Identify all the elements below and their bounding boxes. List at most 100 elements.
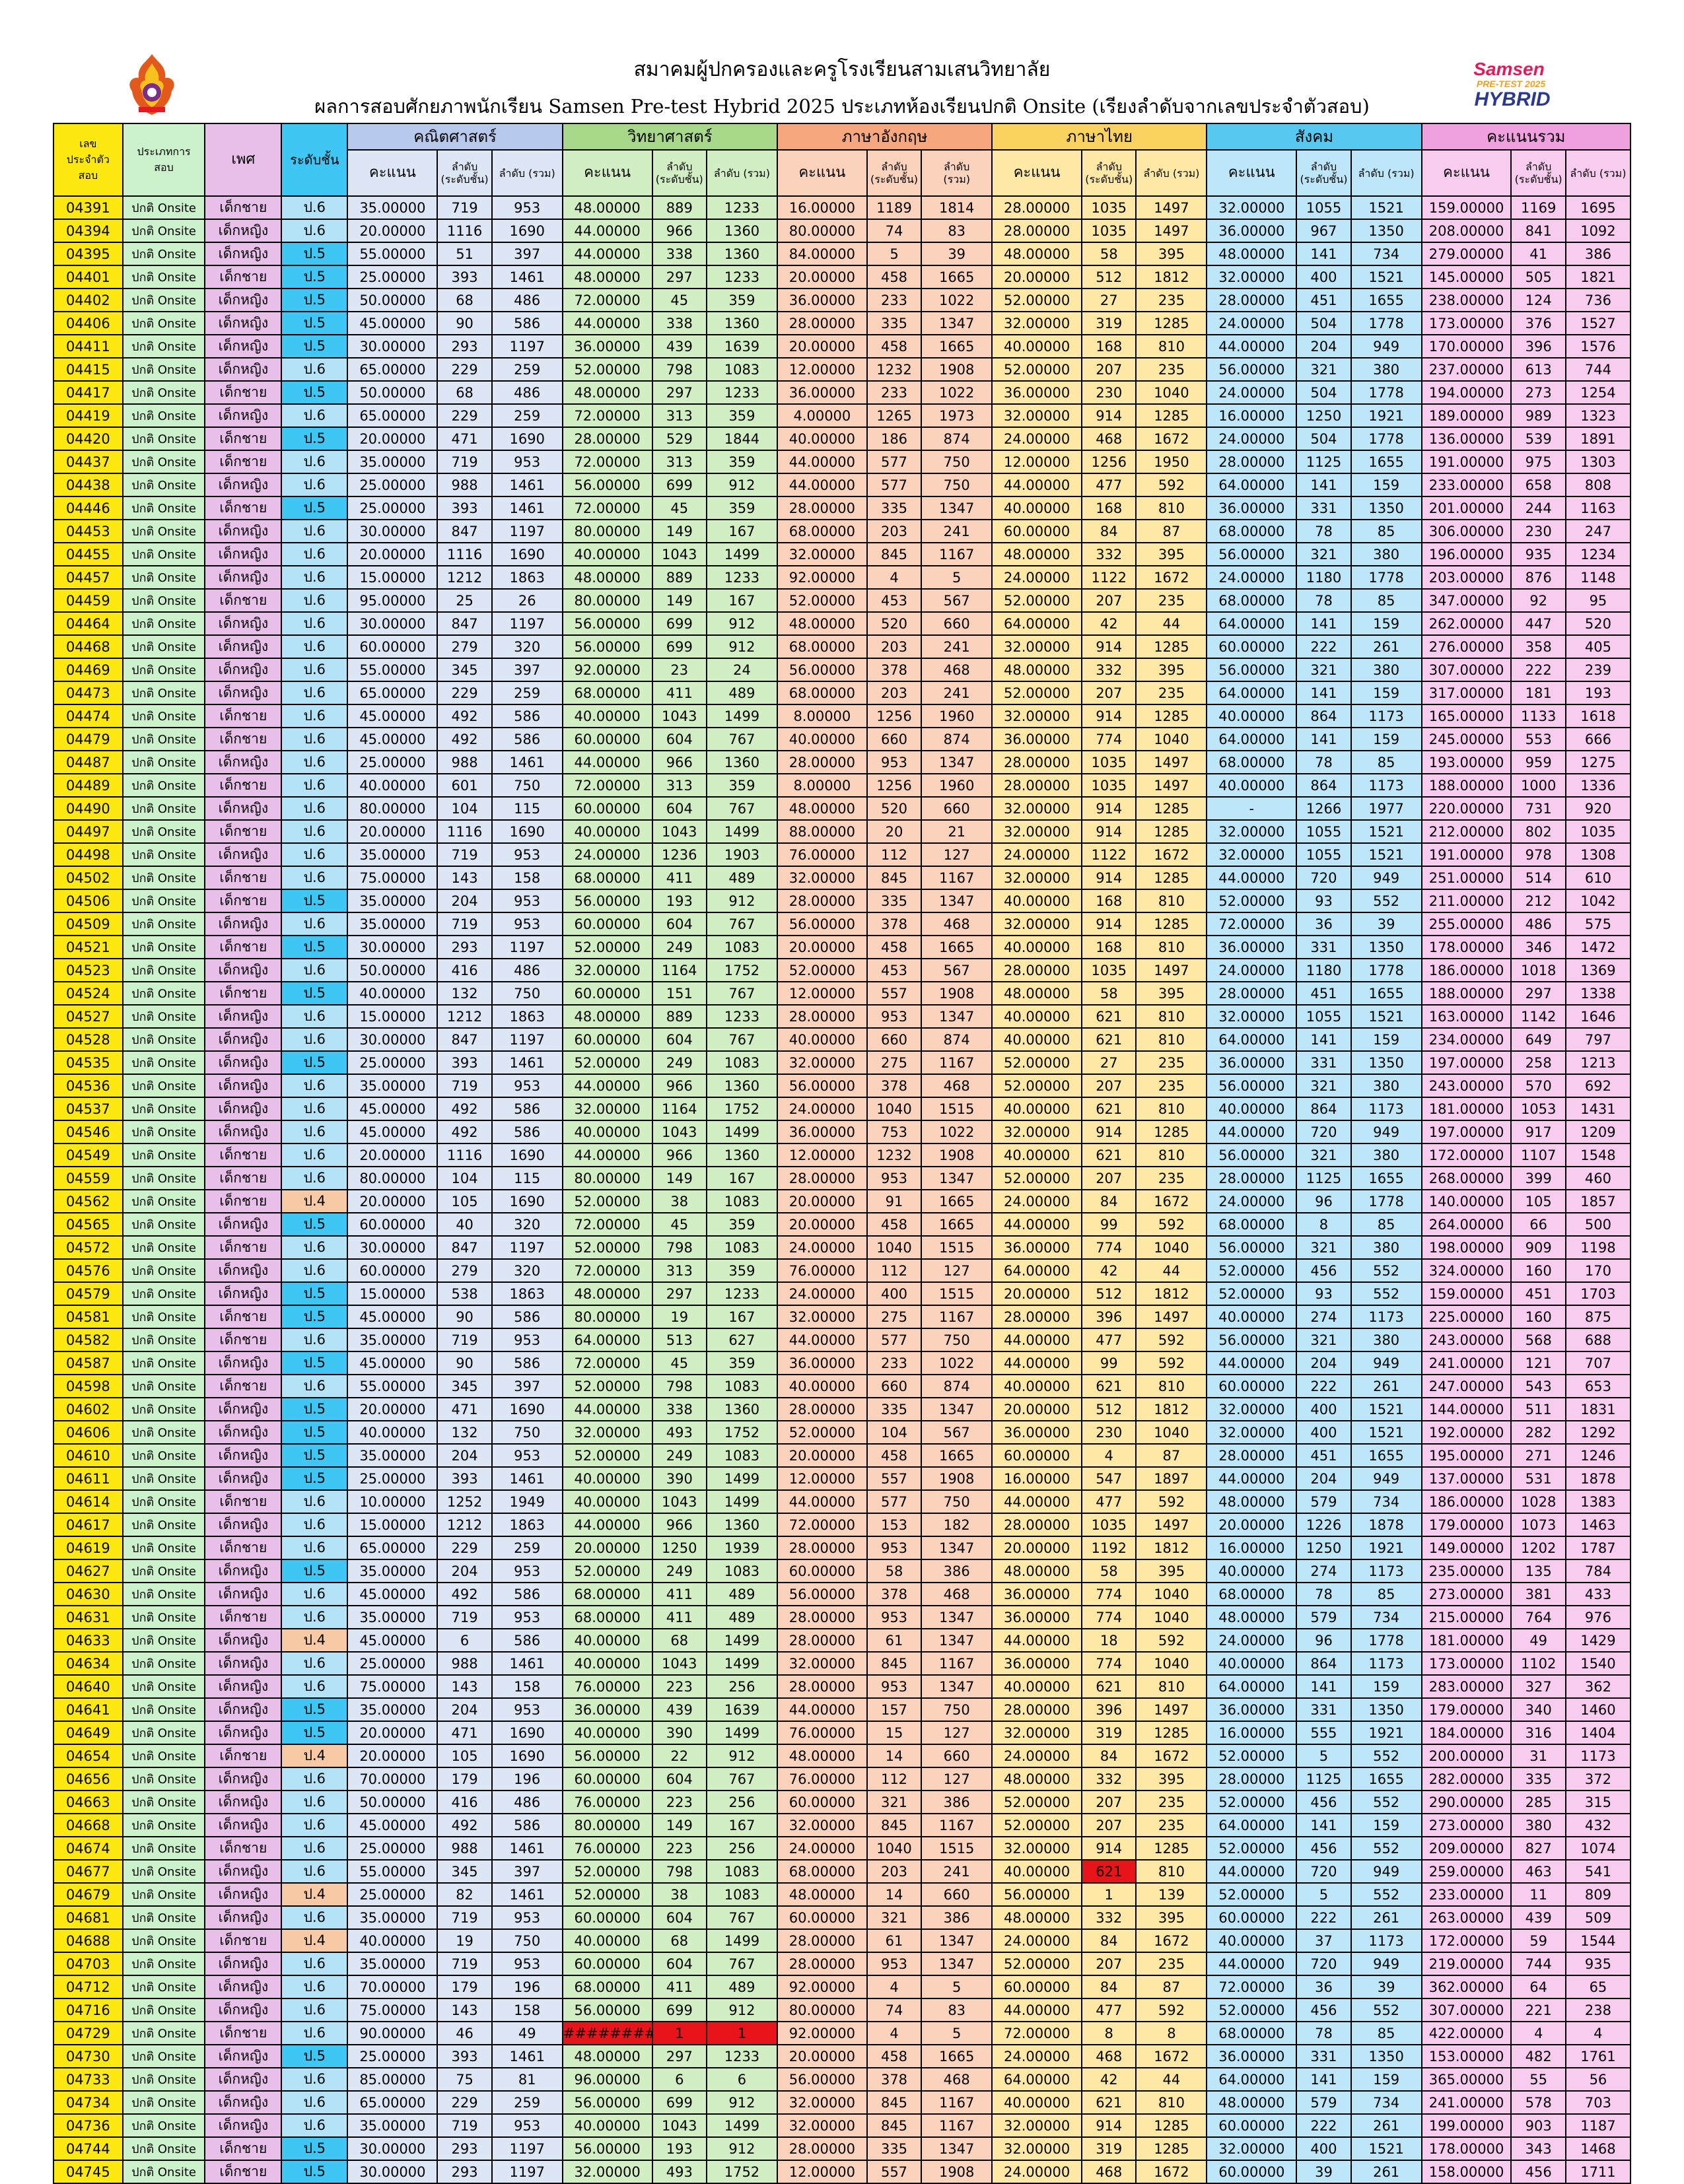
social-rank-level-cell: 37 [1296,1928,1352,1953]
exam-type-cell: ปกติ Onsite [122,1767,206,1791]
thai-rank-level-cell: 1035 [1081,750,1137,774]
total-rank-level-cell: 649 [1510,1027,1566,1052]
math-score-cell: 35.00000 [347,1559,439,1583]
english-rank-all-cell: 1347 [921,1004,993,1029]
math-score-cell: 30.00000 [347,2160,439,2184]
english-rank-level-cell: 953 [866,1952,923,1976]
thai-score-cell: 64.00000 [991,1258,1083,1283]
total-score-cell: 290.00000 [1421,1790,1512,1814]
table-row: 04668 ปกติ Onsite เด็กหญิง ป.6 45.00000 492 58… [53,1813,1632,1837]
social-score-header: คะแนน [1206,149,1298,197]
social-rank-level-cell: 141 [1296,681,1352,705]
total-rank-all-cell: 362 [1564,1674,1632,1699]
social-score-cell: 52.00000 [1206,1836,1298,1860]
total-rank-all-cell: 797 [1564,1027,1632,1052]
total-score-cell: 181.00000 [1421,1628,1512,1653]
science-rank-all-cell: 1083 [705,1050,778,1075]
math-rank-all-cell: 953 [491,450,563,474]
thai-rank-level-cell: 207 [1081,588,1137,613]
table-row: 04464 ปกติ Onsite เด็กหญิง ป.6 30.00000 847 11… [53,611,1632,636]
thai-score-cell: 52.00000 [991,1050,1083,1075]
english-score-cell: 4.00000 [776,403,868,428]
social-rank-all-cell: 1173 [1350,1651,1422,1676]
level-cell: ป.6 [281,450,349,474]
exam-id-cell: 04489 [53,773,123,798]
english-rank-all-cell: 241 [921,519,993,543]
social-rank-all-cell: 159 [1350,1027,1422,1052]
thai-score-cell: 20.00000 [991,1281,1083,1306]
total-score-cell: 306.00000 [1421,519,1512,543]
total-rank-all-cell: 315 [1564,1790,1632,1814]
total-score-cell: 172.00000 [1421,1143,1512,1167]
math-score-cell: 25.00000 [347,1836,439,1860]
thai-rank-all-cell: 1285 [1135,796,1208,821]
thai-rank-all-cell: 592 [1135,1212,1208,1237]
math-rank-level-cell: 1212 [437,565,493,590]
table-row: 04487 ปกติ Onsite เด็กหญิง ป.6 25.00000 988 14… [53,750,1632,774]
social-rank-level-cell: 504 [1296,380,1352,405]
total-rank-level-cell: 553 [1510,727,1566,751]
english-rank-all-cell: 386 [921,1559,993,1583]
social-rank-all-cell: 1521 [1350,2136,1422,2161]
thai-score-cell: 40.00000 [991,1097,1083,1121]
total-rank-all-cell: 707 [1564,1351,1632,1375]
gender-cell: เด็กหญิง [204,1004,283,1029]
exam-id-cell: 04479 [53,727,123,751]
exam-id-cell: 04631 [53,1605,123,1629]
exam-type-cell: ปกติ Onsite [122,450,206,474]
english-rank-level-cell: 378 [866,1582,923,1606]
thai-rank-all-cell: 1497 [1135,958,1208,982]
total-rank-all-cell: 1163 [1564,496,1632,520]
science-rank-all-cell: 1233 [705,265,778,289]
gender-cell: เด็กหญิง [204,912,283,936]
english-rank-level-cell: 577 [866,1328,923,1352]
total-score-cell: 149.00000 [1421,1536,1512,1560]
english-rank-level-cell: 953 [866,1004,923,1029]
science-rank-level-cell: 604 [651,912,707,936]
science-score-cell: 56.00000 [561,473,653,497]
thai-rank-all-cell: 1672 [1135,565,1208,590]
english-rank-level-cell: 275 [866,1050,923,1075]
social-score-cell: 40.00000 [1206,1305,1298,1329]
english-rank-level-header: ลำดับ (ระดับชั้น) [866,149,923,197]
social-rank-level-cell: 96 [1296,1189,1352,1213]
level-cell: ป.6 [281,2021,349,2045]
science-rank-all-cell: 1639 [705,334,778,358]
total-rank-all-cell: 372 [1564,1767,1632,1791]
thai-rank-level-cell: 512 [1081,1281,1137,1306]
total-rank-level-cell: 802 [1510,819,1566,844]
science-score-cell: 60.00000 [561,981,653,1006]
math-rank-all-cell: 953 [491,1952,563,1976]
science-score-cell: 44.00000 [561,1397,653,1421]
math-score-cell: 75.00000 [347,866,439,890]
social-rank-all-cell: 1350 [1350,496,1422,520]
social-rank-level-cell: 321 [1296,357,1352,382]
social-rank-all-cell: 1778 [1350,958,1422,982]
total-score-cell: 212.00000 [1421,819,1512,844]
science-rank-level-cell: 313 [651,1258,707,1283]
level-cell: ป.5 [281,311,349,335]
level-cell: ป.6 [281,403,349,428]
english-rank-all-cell: 567 [921,1420,993,1445]
social-score-cell: 64.00000 [1206,611,1298,636]
table-row: 04582 ปกติ Onsite เด็กชาย ป.6 35.00000 719 953… [53,1328,1632,1352]
total-rank-all-cell: 1711 [1564,2160,1632,2184]
social-score-cell: 64.00000 [1206,1813,1298,1837]
thai-rank-level-cell: 914 [1081,796,1137,821]
total-rank-level-cell: 975 [1510,450,1566,474]
gender-cell: เด็กหญิง [204,1628,283,1653]
science-score-cell: ######## [561,2021,653,2045]
exam-type-cell: ปกติ Onsite [122,1120,206,1144]
exam-type-cell: ปกติ Onsite [122,1905,206,1930]
math-rank-level-cell: 19 [437,1928,493,1953]
math-rank-level-cell: 293 [437,935,493,959]
thai-rank-level-cell: 207 [1081,357,1137,382]
exam-type-cell: ปกติ Onsite [122,935,206,959]
exam-type-cell: ปกติ Onsite [122,704,206,728]
english-score-cell: 12.00000 [776,2160,868,2184]
level-cell: ป.6 [281,866,349,890]
math-score-cell: 30.00000 [347,935,439,959]
thai-rank-all-cell: 1285 [1135,634,1208,659]
social-score-cell: 36.00000 [1206,1050,1298,1075]
thai-rank-all-cell: 1672 [1135,842,1208,867]
